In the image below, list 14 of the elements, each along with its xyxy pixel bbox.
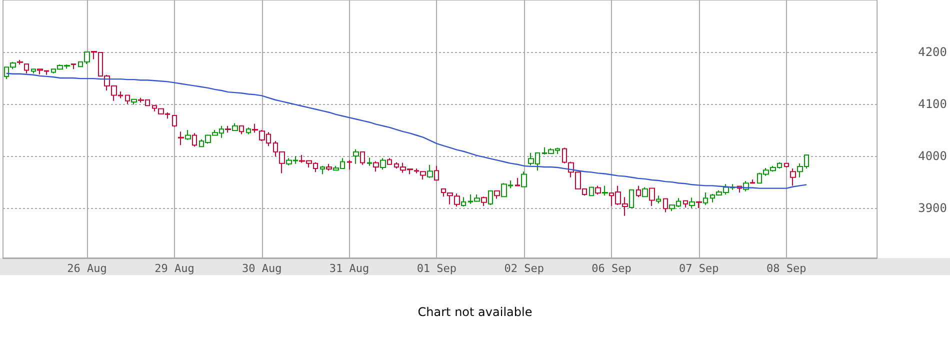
y-tick-label: 4100: [918, 97, 948, 112]
x-tick-label: 26 Aug: [67, 262, 107, 275]
x-tick-label: 02 Sep: [504, 262, 544, 275]
y-tick-label: 3900: [918, 201, 948, 216]
x-tick-label: 30 Aug: [242, 262, 282, 275]
y-tick-label: 4200: [918, 45, 948, 60]
y-tick-label: 4000: [918, 149, 948, 164]
x-tick-label: 31 Aug: [329, 262, 370, 275]
x-tick-label: 06 Sep: [592, 262, 632, 275]
x-tick-label: 01 Sep: [416, 262, 457, 275]
text: Chart not available: [418, 305, 532, 319]
x-tick-label: 08 Sep: [766, 262, 806, 275]
x-tick-label: 07 Sep: [679, 262, 719, 275]
x-tick-label: 29 Aug: [154, 262, 194, 275]
